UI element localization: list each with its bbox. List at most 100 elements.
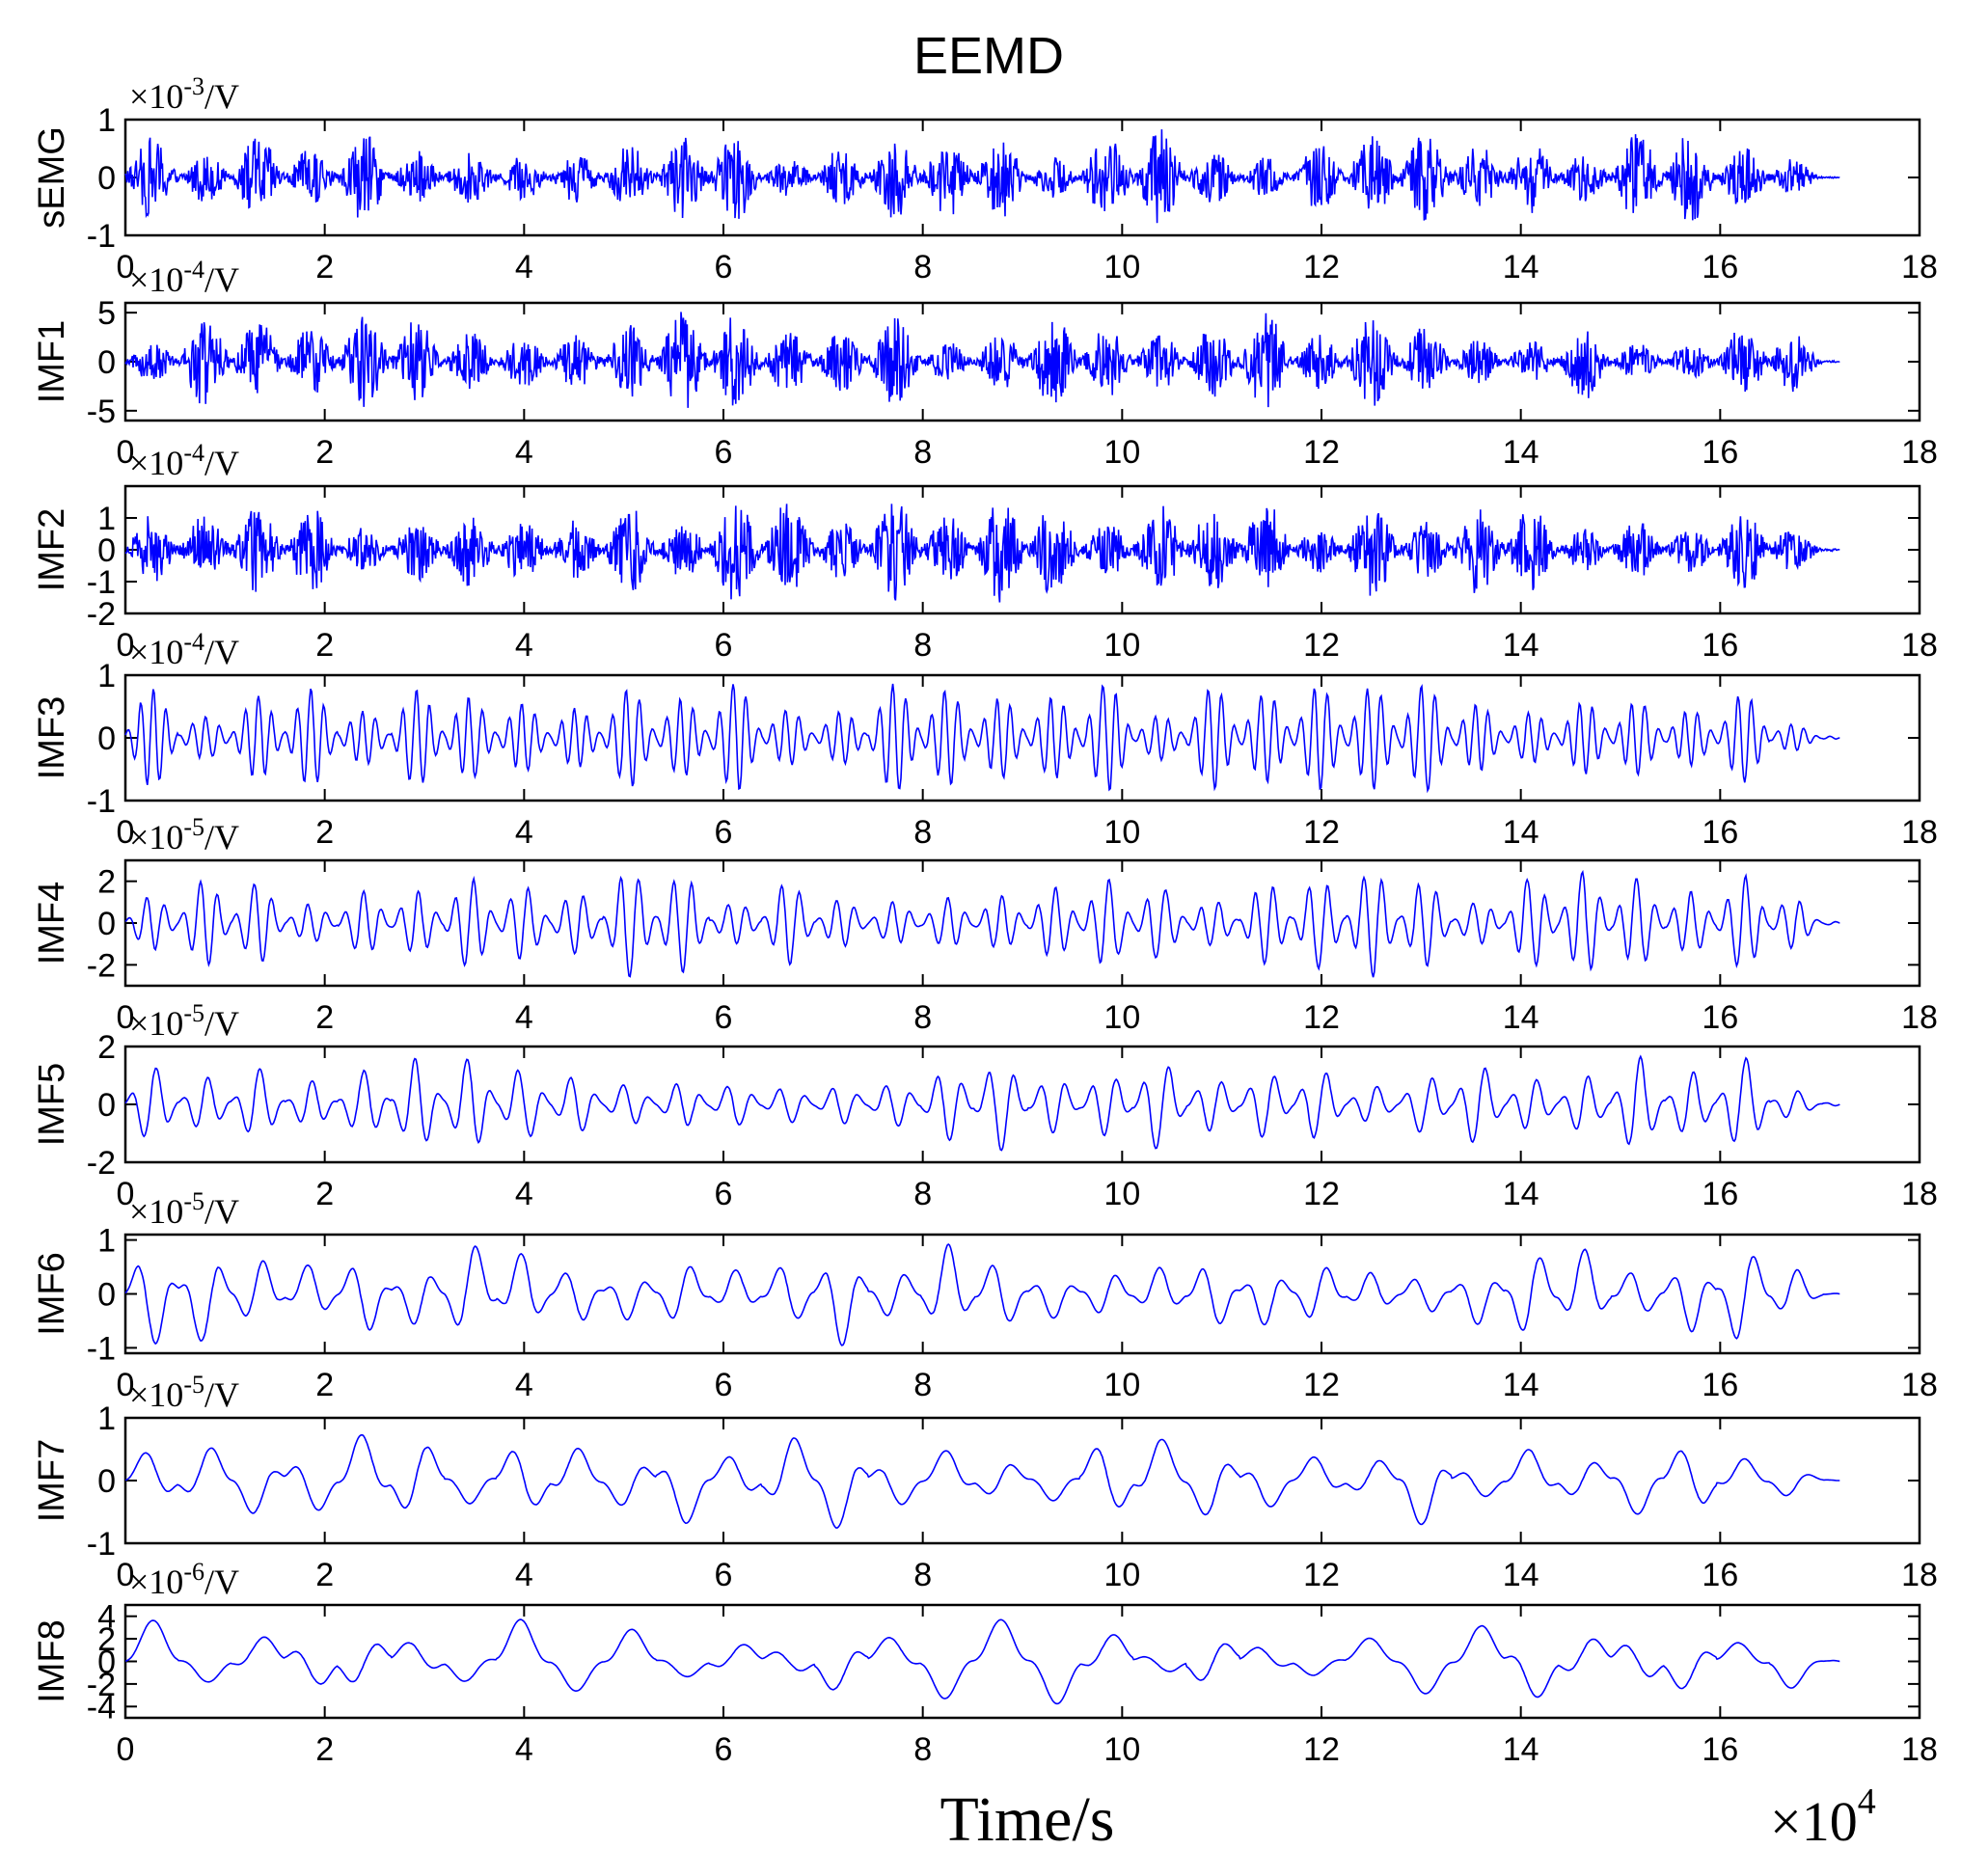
panel-label-imf1: IMF1 [32,320,72,404]
x-tick-label: 18 [1901,434,1938,471]
y-tick-label: 1 [97,658,116,694]
x-tick-label: 10 [1103,814,1140,851]
x-tick-label: 10 [1103,999,1140,1036]
x-tick-label: 6 [715,999,733,1036]
x-tick-label: 0 [117,814,135,851]
x-tick-label: 10 [1103,249,1140,285]
x-multiplier-exponent: 4 [1858,1781,1876,1822]
y-tick-label: 1 [97,1400,116,1437]
x-tick-label: 10 [1103,1557,1140,1593]
x-tick-label: 4 [515,1367,533,1403]
x-tick-label: 0 [117,999,135,1036]
x-tick-label: 8 [913,1367,932,1403]
x-tick-label: 12 [1303,1557,1340,1593]
y-tick-label: 0 [97,720,116,757]
x-tick-label: 12 [1303,1367,1340,1403]
x-tick-label: 10 [1103,1176,1140,1212]
y-tick-label: 0 [97,344,116,381]
x-tick-label: 14 [1503,1176,1539,1212]
x-tick-label: 2 [315,999,334,1036]
x-tick-label: 2 [315,1557,334,1593]
signal-trace-imf1 [124,312,1840,408]
plot-frame-imf8 [123,1603,1921,1720]
y-tick-label: 2 [97,1621,116,1658]
x-tick-label: 16 [1702,814,1738,851]
signal-trace-imf8 [124,1618,1840,1705]
y-tick-label: -2 [87,1667,116,1703]
plot-frame-imf3 [123,673,1921,802]
x-tick-label: 18 [1901,627,1938,664]
y-tick-label: 0 [97,906,116,942]
panel-label-semg: sEMG [32,126,72,229]
x-tick-label: 2 [315,1176,334,1212]
x-tick-label: 12 [1303,434,1340,471]
x-tick-label: 6 [715,434,733,471]
x-axis-label: Time/s [940,1784,1115,1855]
plot-frame-imf7 [123,1416,1921,1545]
x-tick-label: 14 [1503,434,1539,471]
x-tick-label: 0 [117,1731,135,1768]
x-tick-label: 2 [315,1367,334,1403]
x-multiplier-base: ×10 [1770,1790,1858,1853]
y-tick-label: 4 [97,1599,116,1636]
x-tick-label: 14 [1503,814,1539,851]
x-tick-label: 8 [913,1557,932,1593]
signal-trace-imf6 [124,1242,1840,1346]
x-tick-label: 0 [117,1367,135,1403]
chart-title: EEMD [913,27,1064,85]
x-tick-label: 16 [1702,249,1738,285]
x-tick-label: 8 [913,1731,932,1768]
y-tick-label: -1 [87,1526,116,1563]
x-tick-label: 4 [515,434,533,471]
y-tick-label: 0 [97,1087,116,1124]
x-tick-label: 18 [1901,1367,1938,1403]
x-axis-multiplier: ×104 [1770,1781,1876,1853]
y-tick-label: 2 [97,1029,116,1066]
signal-trace-imf3 [124,683,1840,794]
x-tick-label: 6 [715,1367,733,1403]
y-tick-label: 1 [97,501,116,537]
y-tick-label: -4 [87,1689,116,1726]
panel-label-imf5: IMF5 [32,1063,72,1147]
x-tick-label: 4 [515,1557,533,1593]
y-tick-label: 0 [97,532,116,569]
y-tick-label: -1 [87,218,116,255]
y-tick-label: -1 [87,564,116,601]
x-tick-label: 8 [913,249,932,285]
x-tick-label: 14 [1503,1367,1539,1403]
x-tick-label: 6 [715,1176,733,1212]
y-tick-label: -1 [87,1330,116,1367]
y-tick-label: -1 [87,783,116,820]
x-tick-label: 18 [1901,999,1938,1036]
x-tick-label: 0 [117,249,135,285]
x-tick-label: 16 [1702,1367,1738,1403]
y-tick-label: 0 [97,1463,116,1500]
x-tick-label: 16 [1702,999,1738,1036]
unit-label-imf5: ×10-5/V [129,999,239,1043]
x-tick-label: 16 [1702,1731,1738,1768]
x-tick-label: 6 [715,249,733,285]
x-tick-label: 2 [315,1731,334,1768]
x-tick-label: 8 [913,627,932,664]
x-tick-label: 8 [913,1176,932,1212]
unit-label-imf3: ×10-4/V [129,628,239,671]
signal-trace-imf5 [124,1054,1840,1152]
x-tick-label: 2 [315,627,334,664]
x-tick-label: 0 [117,1557,135,1593]
unit-label-imf2: ×10-4/V [129,439,239,482]
signal-trace-imf4 [124,869,1840,978]
x-tick-label: 6 [715,627,733,664]
x-tick-label: 4 [515,814,533,851]
x-tick-label: 0 [117,1176,135,1212]
x-tick-label: 8 [913,814,932,851]
x-tick-label: 10 [1103,627,1140,664]
x-tick-label: 18 [1901,1731,1938,1768]
x-tick-label: 12 [1303,627,1340,664]
x-tick-label: 10 [1103,434,1140,471]
